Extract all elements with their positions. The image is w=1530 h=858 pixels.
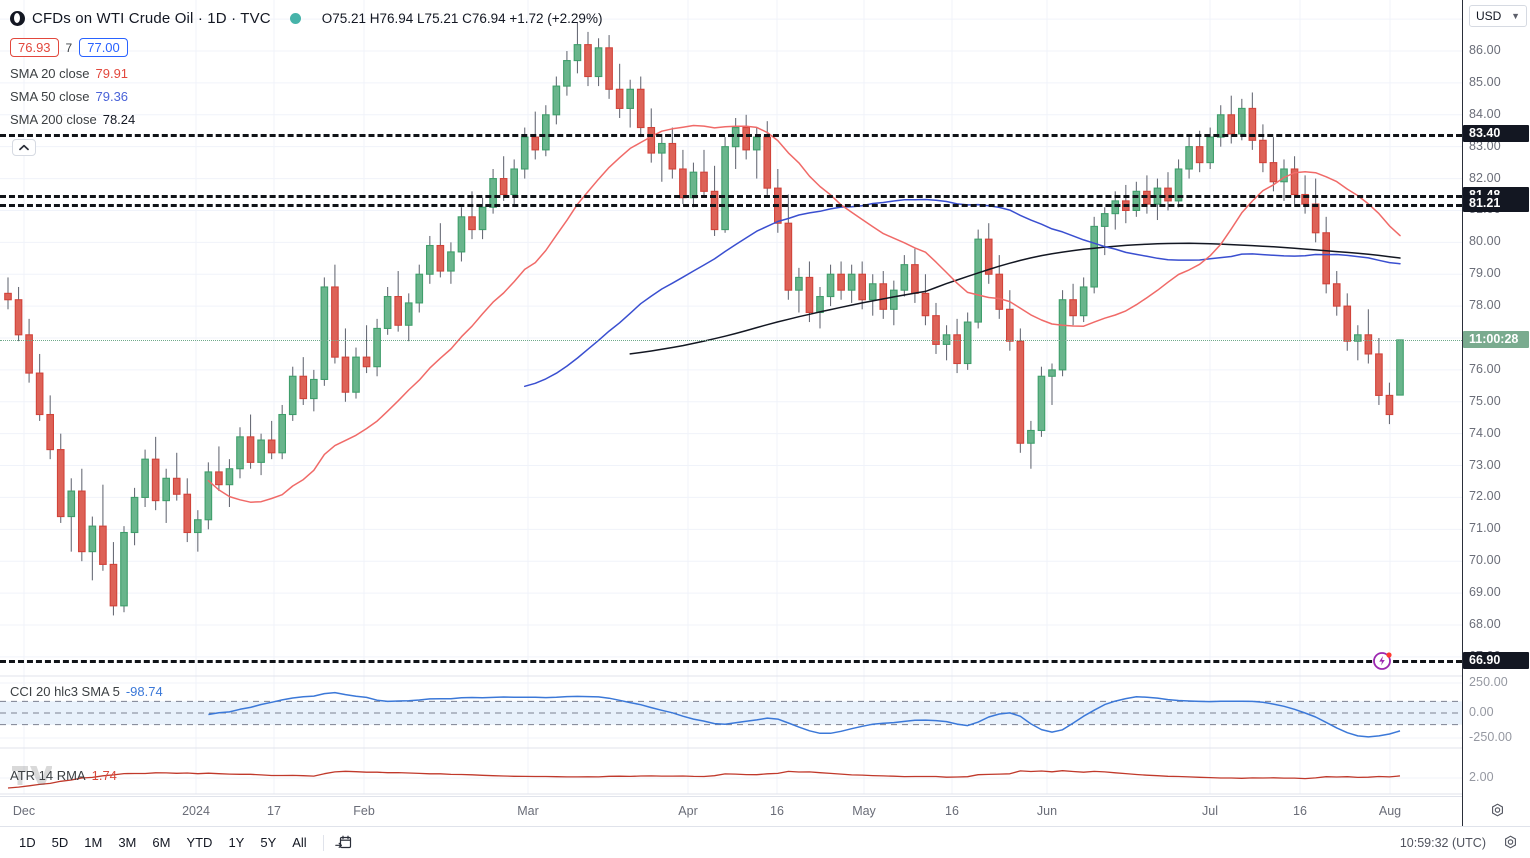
price-series-plot [4,22,1404,789]
pane-tick-200: 2.00 [1469,770,1494,784]
atr-value: 1.74 [91,768,117,783]
legend-sma-200[interactable]: SMA 200 close 78.24 [10,112,602,127]
legend-title-row: CFDs on WTI Crude Oil · 1D · TVC O75.21 … [10,8,602,28]
price-tick-73-00: 73.00 [1469,457,1501,472]
range-button-1d[interactable]: 1D [19,835,36,850]
chevron-up-icon [19,144,29,151]
level-line-81-21[interactable] [0,203,1462,207]
price-range-boxes: 76.93 7 77.00 [10,37,602,58]
price-tick-69-00: 69.00 [1469,585,1501,600]
price-tick-76-00: 76.00 [1469,361,1501,376]
sma-20-label: SMA 20 close [10,66,90,81]
range-button-5y[interactable]: 5Y [260,835,277,850]
legend-sma-20[interactable]: SMA 20 close 79.91 [10,66,602,81]
high-price-box[interactable]: 77.00 [79,38,128,57]
tradingview-logo [10,762,53,792]
price-scale[interactable]: USD ▼ 86.0085.0084.0083.0082.0081.0080.0… [1462,0,1530,826]
chart-legend: CFDs on WTI Crude Oil · 1D · TVC O75.21 … [10,8,602,127]
price-box-mid: 7 [65,40,73,55]
range-button-1m[interactable]: 1M [84,835,103,850]
bottom-toolbar: 1D 5D 1M 3M 6M YTD 1Y 5Y All 10:59:32 (UTC) [0,826,1530,858]
pane-tick-25000: -250.00 [1469,730,1513,744]
last-price-line [0,339,1462,341]
time-label-feb: Feb [353,804,375,818]
countdown-badge[interactable]: 11:00:28 [1463,331,1529,349]
pane-tick-25000: 250.00 [1469,675,1508,689]
go-to-date-icon[interactable] [333,833,355,853]
level-line-81-48[interactable] [0,195,1462,199]
session-clock: 10:59:32 (UTC) [1399,835,1486,850]
price-tick-85-00: 85.00 [1469,74,1501,89]
alert-lightning-icon[interactable] [1372,649,1394,671]
time-label-16: 16 [945,804,959,818]
price-level-badge-66-90[interactable]: 66.90 [1463,651,1529,669]
range-button-5d[interactable]: 5D [51,835,69,850]
range-button-ytd[interactable]: YTD [186,835,213,850]
legend-atr[interactable]: ATR 14 RMA 1.74 [10,768,117,783]
level-line-66-90[interactable] [0,660,1462,664]
price-tick-86-00: 86.00 [1469,43,1501,58]
time-label-jul: Jul [1202,804,1218,818]
price-level-badge-81-21[interactable]: 81.21 [1463,195,1529,213]
chart-canvas[interactable] [0,0,1462,826]
ohlc-values: O75.21 H76.94 L75.21 C76.94 +1.72 (+2.29… [321,10,603,26]
chart-settings-gear-icon[interactable] [1500,833,1520,853]
price-tick-71-00: 71.00 [1469,521,1501,536]
legend-cci[interactable]: CCI 20 hlc3 SMA 5 -98.74 [10,684,163,699]
range-button-all[interactable]: All [292,835,307,850]
price-tick-75-00: 75.00 [1469,393,1501,408]
legend-sma-50[interactable]: SMA 50 close 79.36 [10,89,602,104]
sma-200-value: 78.24 [102,112,136,127]
price-tick-70-00: 70.00 [1469,553,1501,568]
price-scale-gear-icon[interactable] [1487,800,1507,820]
price-tick-68-00: 68.00 [1469,616,1501,631]
price-tick-72-00: 72.00 [1469,489,1501,504]
time-label-2024: 2024 [182,804,210,818]
time-label-may: May [852,804,876,818]
cci-label: CCI 20 hlc3 SMA 5 [10,684,120,699]
price-tick-74-00: 74.00 [1469,425,1501,440]
cci-value: -98.74 [125,684,163,699]
range-button-3m[interactable]: 3M [118,835,137,850]
range-buttons: 1D 5D 1M 3M 6M YTD 1Y 5Y All [0,832,314,853]
time-label-jun: Jun [1036,804,1058,818]
price-level-badge-83-40[interactable]: 83.40 [1463,125,1529,143]
chart-gridlines [0,0,1462,795]
pane-tick-000: 0.00 [1469,705,1494,719]
time-label-aug: Aug [1378,804,1402,818]
time-label-dec: Dec [12,804,36,818]
price-tick-80-00: 80.00 [1469,234,1501,249]
time-label-apr: Apr [678,804,698,818]
currency-label: USD [1476,9,1502,23]
sma-200-label: SMA 200 close [10,112,97,127]
price-tick-79-00: 79.00 [1469,266,1501,281]
time-label-16: 16 [770,804,784,818]
chevron-down-icon: ▼ [1511,11,1520,21]
currency-selector[interactable]: USD ▼ [1469,5,1527,27]
page-title[interactable]: CFDs on WTI Crude Oil · 1D · TVC [32,9,271,27]
market-open-dot [289,12,301,24]
toolbar-divider [322,834,324,851]
time-label-16: 16 [1293,804,1307,818]
sma-20-value: 79.91 [95,66,129,81]
time-label-mar: Mar [517,804,539,818]
low-price-box[interactable]: 76.93 [10,38,59,57]
time-axis[interactable]: Dec 2024 17 Feb Mar Apr 16 May 16 Jun Jul 16 Aug [0,796,1462,826]
price-tick-84-00: 84.00 [1469,106,1501,121]
sma-50-label: SMA 50 close [10,89,90,104]
atr-label: ATR 14 RMA [10,768,86,783]
range-button-6m[interactable]: 6M [152,835,171,850]
price-tick-82-00: 82.00 [1469,170,1501,185]
range-button-1y[interactable]: 1Y [228,835,245,850]
collapse-legend-button[interactable] [12,139,36,156]
price-tick-83-00: 83.00 [1469,138,1501,153]
time-label-17: 17 [267,804,281,818]
price-tick-78-00: 78.00 [1469,298,1501,313]
oil-drop-icon [10,10,25,26]
sma-50-value: 79.36 [95,89,129,104]
level-line-83-40[interactable] [0,133,1462,137]
